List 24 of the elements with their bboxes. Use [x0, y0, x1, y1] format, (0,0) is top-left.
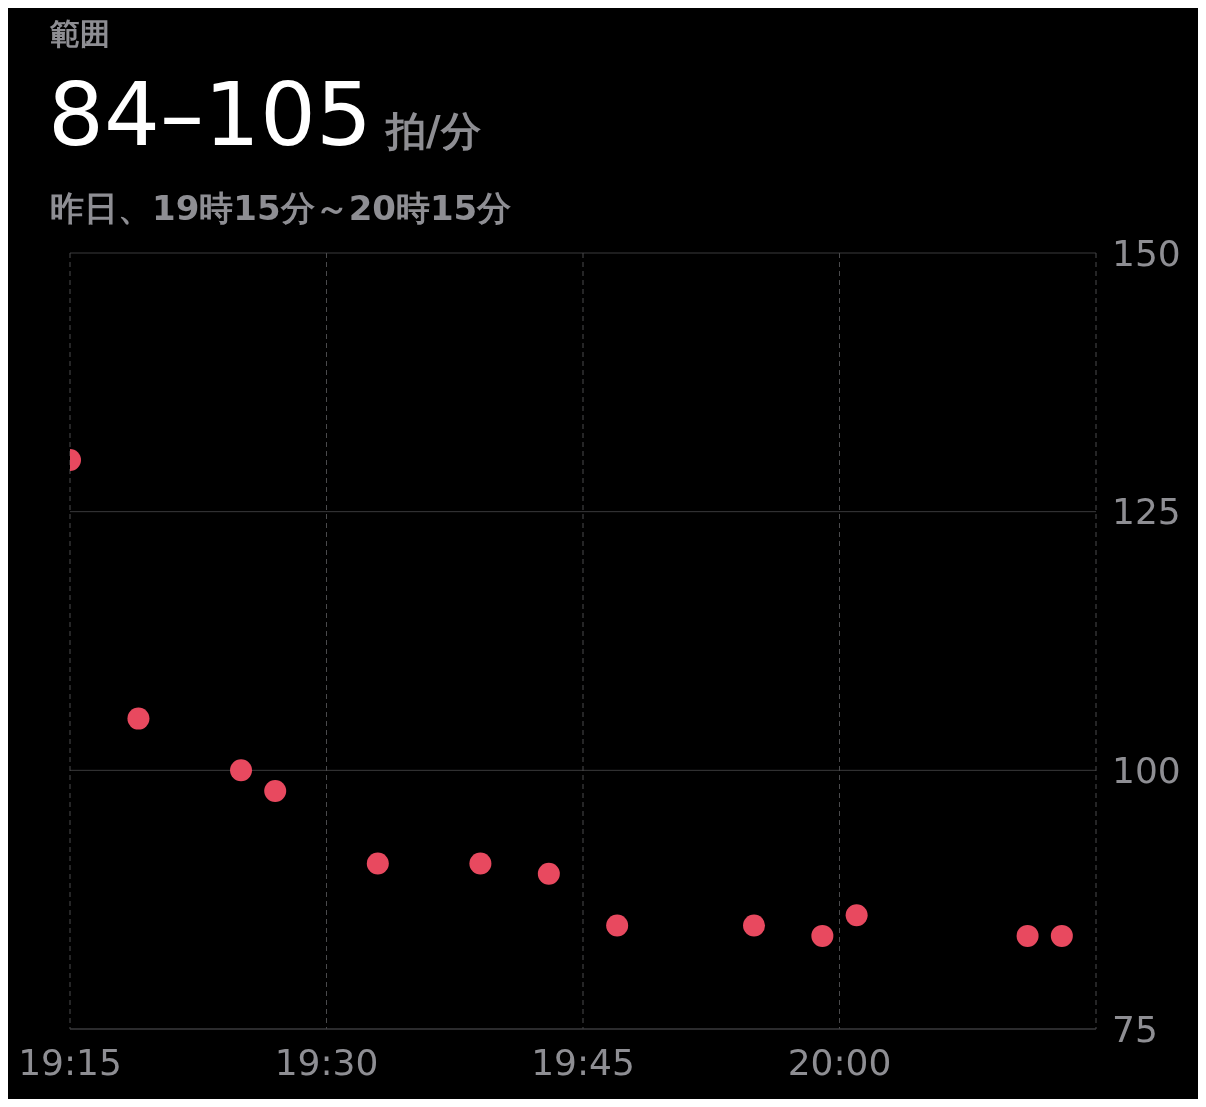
point: [606, 914, 629, 937]
x-tick-label: 19:30: [274, 1041, 379, 1083]
chart-subtitle: 昨日、19時15分～20時15分: [50, 187, 512, 230]
point: [127, 707, 150, 730]
x-tick-label: 19:45: [531, 1041, 635, 1083]
point: [845, 904, 868, 927]
point: [230, 759, 253, 782]
text: 84–105: [48, 63, 372, 166]
y-tick-label: 125: [1112, 491, 1181, 533]
text: 拍/分: [385, 107, 481, 156]
chart-title: 範囲: [50, 15, 110, 53]
y-tick-label: 150: [1112, 232, 1181, 274]
y-tick-label: 100: [1112, 750, 1181, 792]
y-tick-label: 75: [1112, 1008, 1158, 1050]
point: [811, 924, 834, 947]
x-tick-label: 20:00: [787, 1041, 892, 1083]
point: [264, 780, 287, 803]
point: [366, 852, 389, 875]
point: [743, 914, 766, 937]
point: [537, 862, 560, 885]
point: [1016, 924, 1039, 947]
point: [469, 852, 492, 875]
point: [1050, 924, 1073, 947]
x-tick-label: 19:15: [18, 1041, 122, 1083]
